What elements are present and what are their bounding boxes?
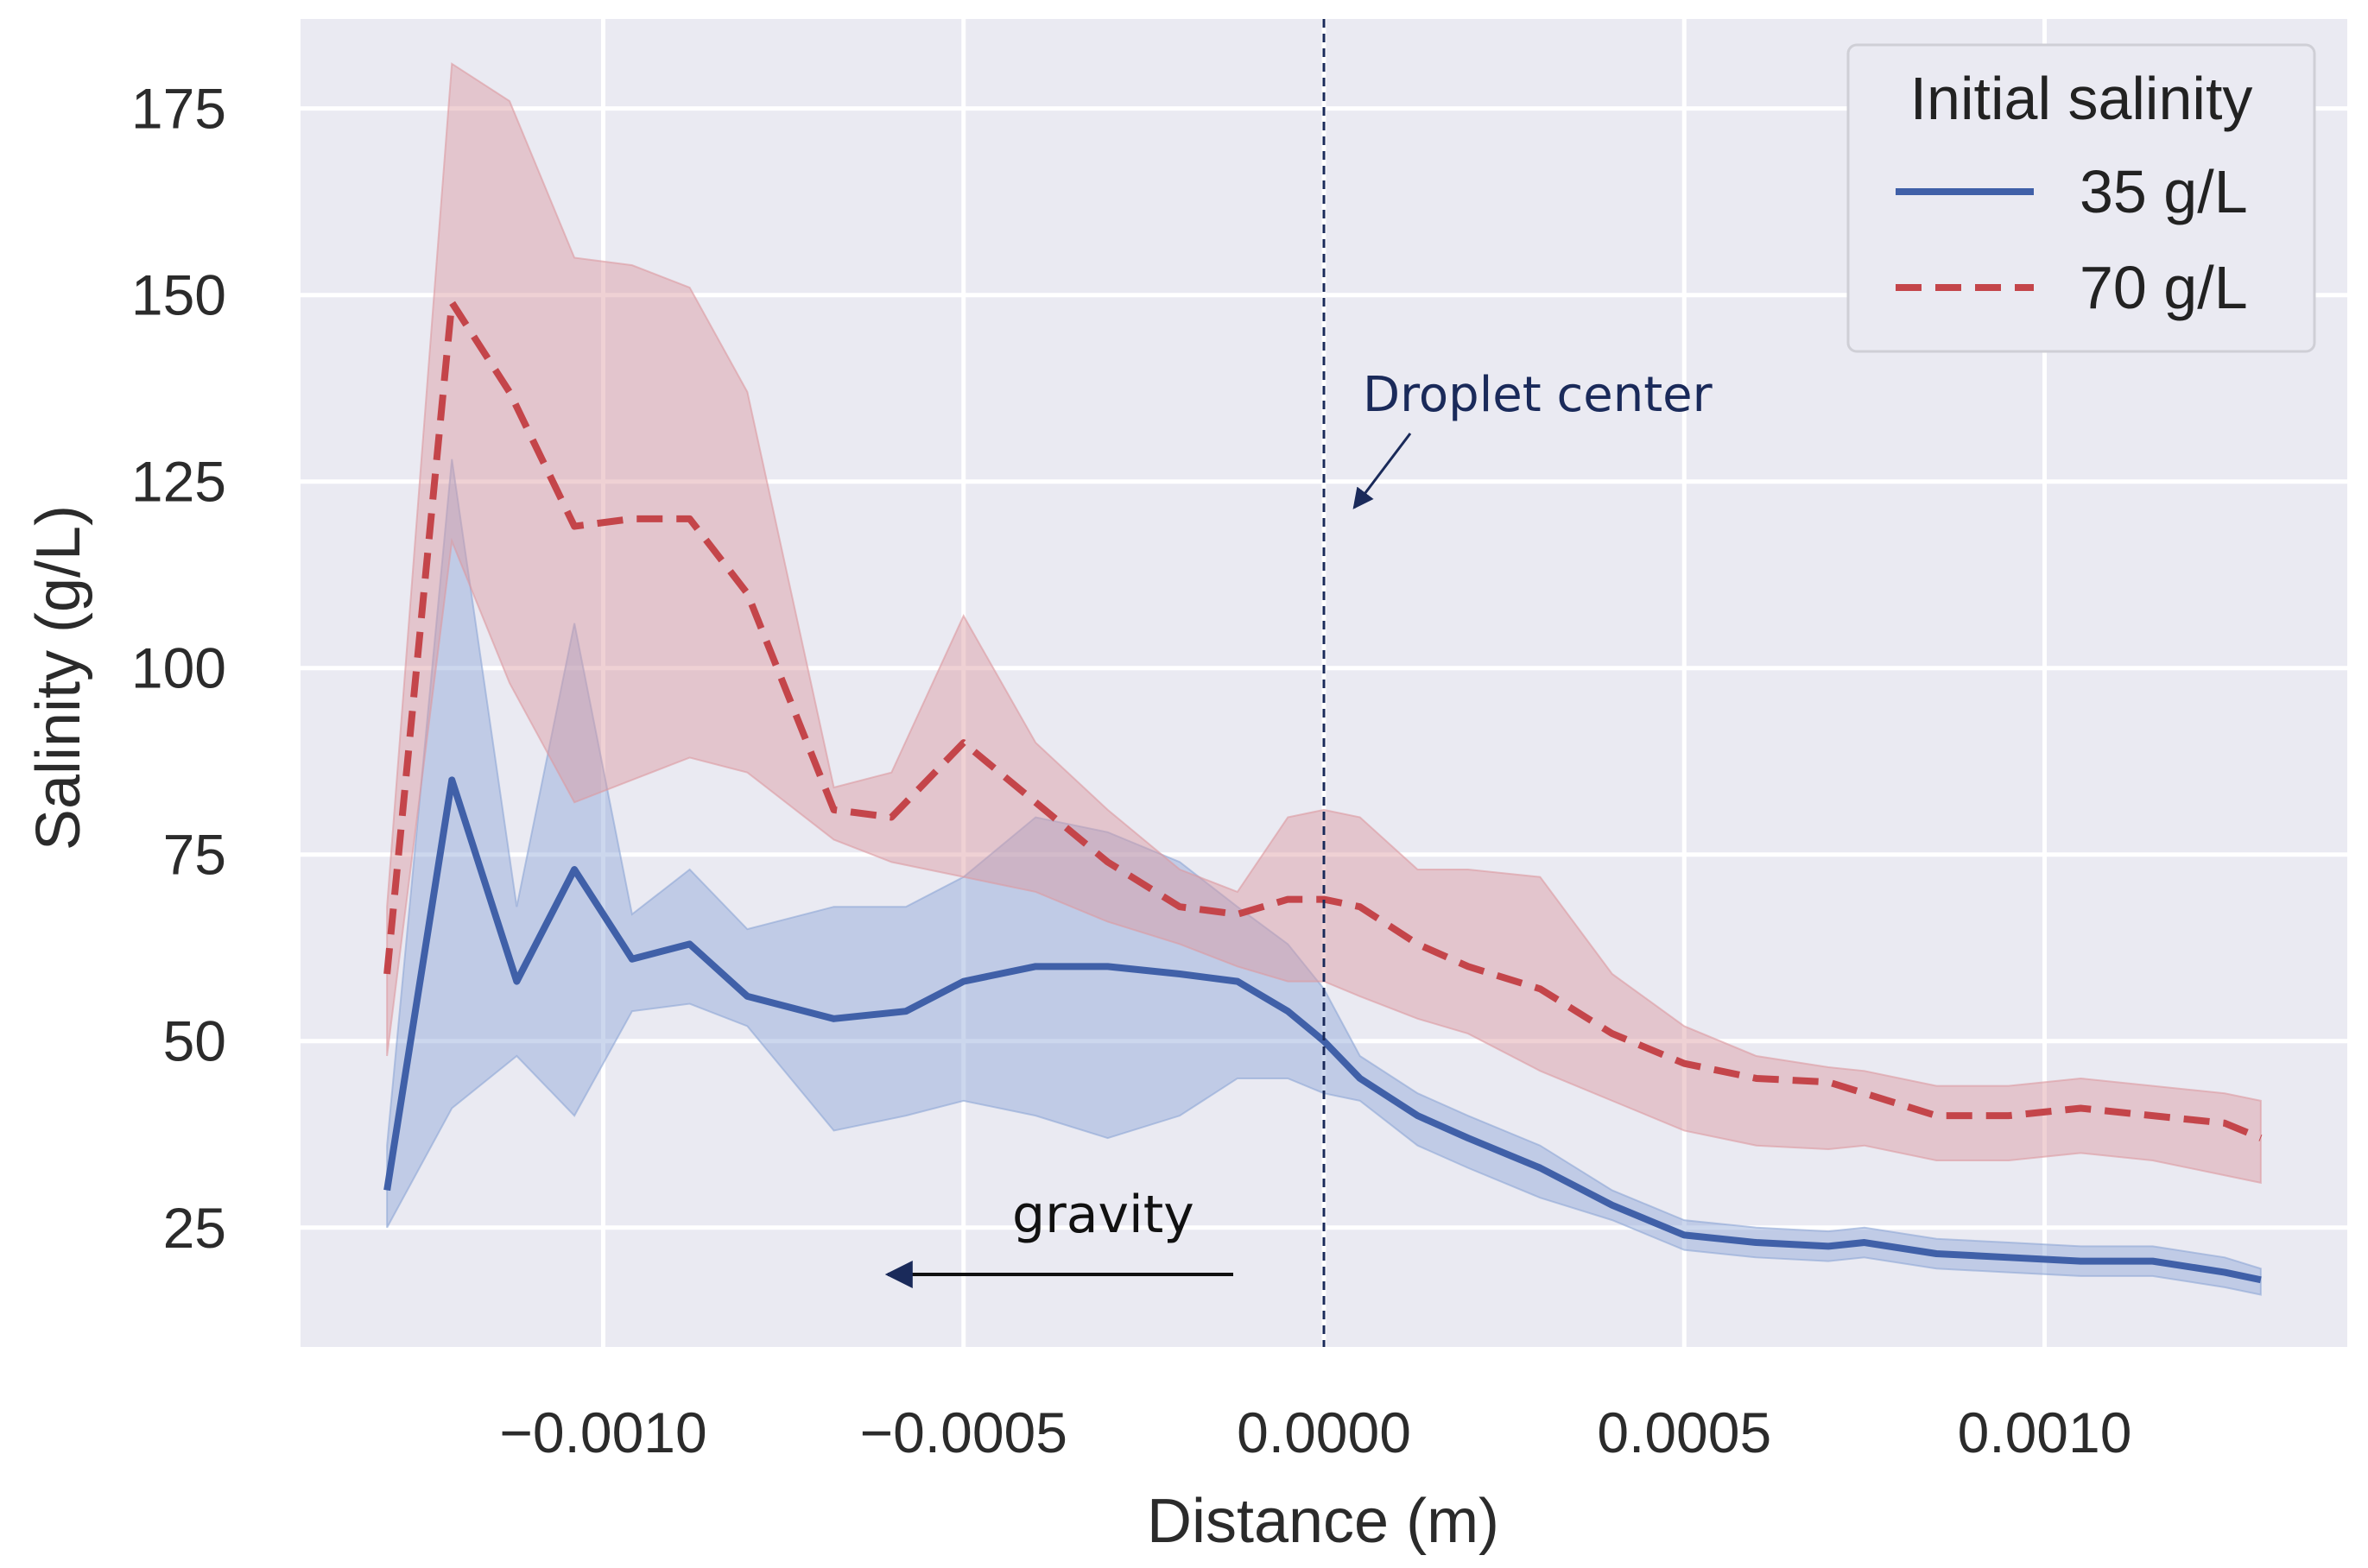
y-tick-label: 175 xyxy=(131,77,226,141)
x-tick-label: 0.0010 xyxy=(1958,1400,2132,1464)
y-tick-label: 25 xyxy=(163,1196,226,1260)
y-tick-label: 125 xyxy=(131,450,226,514)
droplet-center-label: Droplet center xyxy=(1363,367,1713,423)
x-tick-label: −0.0005 xyxy=(860,1400,1067,1464)
y-axis-title: Salinity (g/L) xyxy=(24,505,93,850)
gravity-label: gravity xyxy=(1012,1185,1194,1245)
x-tick-label: 0.0000 xyxy=(1237,1400,1411,1464)
y-tick-label: 50 xyxy=(163,1009,226,1073)
legend-label-35: 35 g/L xyxy=(2080,158,2248,225)
line-35gl xyxy=(383,776,2262,1284)
y-tick-label: 75 xyxy=(163,823,226,887)
legend-box xyxy=(1846,43,2316,353)
tick-labels: 25 50 75 100 125 150 175 −0.0010 −0.0005 0.0000 0.… xyxy=(131,77,2132,1464)
x-tick-label: −0.0010 xyxy=(499,1400,706,1464)
droplet-center-arrow xyxy=(1352,433,1412,509)
legend-label-70: 70 g/L xyxy=(2080,254,2248,321)
band-35gl xyxy=(386,458,2262,1296)
x-axis-title: Distance (m) xyxy=(1147,1487,1499,1556)
legend-title: Initial salinity xyxy=(1910,65,2253,132)
y-tick-label: 150 xyxy=(131,263,226,327)
x-tick-label: 0.0005 xyxy=(1597,1400,1771,1464)
line-70gl xyxy=(383,299,2263,1141)
series-lines xyxy=(383,299,2263,1284)
y-tick-label: 100 xyxy=(131,636,226,700)
legend: Initial salinity 35 g/L 70 g/L xyxy=(1846,43,2316,353)
